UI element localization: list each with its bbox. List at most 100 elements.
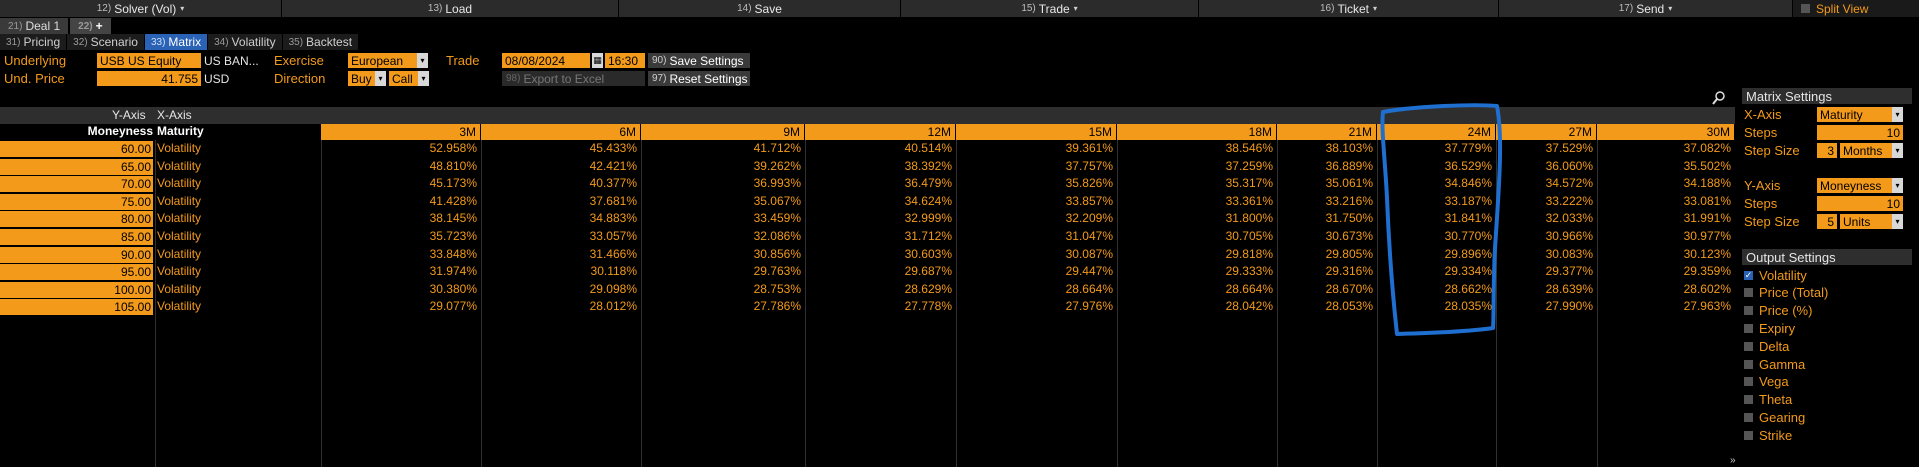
matrix-value-cell[interactable]: 28.670% (1325, 281, 1373, 296)
moneyness-cell[interactable]: 95.00 (0, 264, 153, 281)
moneyness-cell[interactable]: 105.00 (0, 299, 153, 316)
matrix-value-cell[interactable]: 33.222% (1545, 193, 1593, 208)
chevron-down-icon[interactable]: ▾ (1892, 107, 1903, 122)
output-option[interactable]: Gearing (1744, 409, 1805, 425)
output-option[interactable]: Strike (1744, 427, 1792, 443)
matrix-value-cell[interactable]: 45.173% (429, 176, 477, 191)
matrix-value-cell[interactable]: 40.514% (904, 141, 952, 155)
matrix-value-cell[interactable]: 35.317% (1225, 176, 1273, 191)
matrix-value-cell[interactable]: 36.993% (753, 176, 801, 191)
matrix-value-cell[interactable]: 38.145% (429, 211, 477, 226)
matrix-value-cell[interactable]: 36.479% (904, 176, 952, 191)
matrix-value-cell[interactable]: 29.077% (429, 299, 477, 314)
matrix-value-cell[interactable]: 30.380% (429, 281, 477, 296)
matrix-value-cell[interactable]: 31.047% (1065, 229, 1113, 243)
underlying-input[interactable]: USB US Equity (97, 53, 201, 68)
chevron-down-icon[interactable]: ▾ (1892, 178, 1903, 193)
checkbox-icon[interactable] (1801, 4, 1810, 13)
matrix-value-cell[interactable]: 39.361% (1065, 141, 1113, 155)
matrix-value-cell[interactable]: 38.392% (904, 158, 952, 173)
moneyness-cell[interactable]: 100.00 (0, 281, 153, 298)
y-axis-dropdown[interactable]: Moneyness ▾ (1817, 178, 1903, 193)
matrix-value-cell[interactable]: 27.963% (1683, 299, 1731, 314)
matrix-value-cell[interactable]: 33.459% (753, 211, 801, 226)
output-option[interactable]: Delta (1744, 338, 1789, 354)
solver-button[interactable]: 12) Solver (Vol) ▾ (0, 0, 282, 17)
matrix-value-cell[interactable]: 28.662% (1444, 281, 1492, 296)
matrix-value-cell[interactable]: 40.377% (589, 176, 637, 191)
output-option[interactable]: ✓ Volatility (1744, 267, 1807, 283)
matrix-value-cell[interactable]: 28.042% (1225, 299, 1273, 314)
matrix-value-cell[interactable]: 33.848% (429, 246, 477, 261)
matrix-value-cell[interactable]: 33.216% (1325, 193, 1373, 208)
matrix-value-cell[interactable]: 38.103% (1325, 141, 1373, 155)
matrix-value-cell[interactable]: 30.603% (904, 246, 952, 261)
matrix-value-cell[interactable]: 36.529% (1444, 158, 1492, 173)
chevron-down-icon[interactable]: ▾ (1892, 143, 1903, 158)
chevron-down-icon[interactable]: ▾ (375, 71, 386, 86)
matrix-value-cell[interactable]: 31.750% (1325, 211, 1373, 226)
matrix-value-cell[interactable]: 31.991% (1683, 211, 1731, 226)
x-step-unit-dropdown[interactable]: Months ▾ (1840, 143, 1903, 158)
matrix-value-cell[interactable]: 33.187% (1444, 193, 1492, 208)
trade-date-input[interactable]: 08/08/2024 (502, 53, 590, 68)
matrix-value-cell[interactable]: 28.602% (1683, 281, 1731, 296)
matrix-value-cell[interactable]: 29.334% (1444, 264, 1492, 279)
checkbox-icon[interactable] (1744, 395, 1753, 405)
matrix-value-cell[interactable]: 30.673% (1325, 229, 1373, 243)
matrix-value-cell[interactable]: 29.333% (1225, 264, 1273, 279)
matrix-value-cell[interactable]: 29.805% (1325, 246, 1373, 261)
matrix-value-cell[interactable]: 32.999% (904, 211, 952, 226)
output-option[interactable]: Price (Total) (1744, 285, 1828, 301)
load-button[interactable]: 13) Load (282, 0, 619, 17)
matrix-value-cell[interactable]: 33.081% (1683, 193, 1731, 208)
matrix-value-cell[interactable]: 52.958% (429, 141, 477, 155)
checkbox-icon[interactable]: ✓ (1744, 269, 1753, 280)
matrix-value-cell[interactable]: 30.705% (1225, 229, 1273, 243)
matrix-value-cell[interactable]: 28.753% (753, 281, 801, 296)
matrix-value-cell[interactable]: 28.053% (1325, 299, 1373, 314)
matrix-value-cell[interactable]: 30.123% (1683, 246, 1731, 261)
checkbox-icon[interactable] (1744, 412, 1753, 422)
matrix-value-cell[interactable]: 34.624% (904, 193, 952, 208)
tab-matrix[interactable]: 33) Matrix (144, 34, 208, 50)
matrix-value-cell[interactable]: 32.033% (1545, 211, 1593, 226)
matrix-value-cell[interactable]: 30.977% (1683, 229, 1731, 243)
und-price-input[interactable]: 41.755 (97, 71, 201, 86)
matrix-value-cell[interactable]: 33.057% (589, 229, 637, 243)
matrix-value-cell[interactable]: 35.826% (1065, 176, 1113, 191)
matrix-value-cell[interactable]: 30.083% (1545, 246, 1593, 261)
checkbox-icon[interactable] (1744, 323, 1753, 333)
ticket-button[interactable]: 16) Ticket ▾ (1199, 0, 1499, 17)
matrix-value-cell[interactable]: 36.889% (1325, 158, 1373, 173)
matrix-value-cell[interactable]: 28.035% (1444, 299, 1492, 314)
x-steps-input[interactable]: 10 (1817, 125, 1903, 140)
matrix-value-cell[interactable]: 28.629% (904, 281, 952, 296)
matrix-value-cell[interactable]: 37.529% (1545, 141, 1593, 155)
reset-settings-button[interactable]: 97) Reset Settings (648, 71, 750, 86)
matrix-value-cell[interactable]: 29.316% (1325, 264, 1373, 279)
matrix-value-cell[interactable]: 28.664% (1065, 281, 1113, 296)
trade-button[interactable]: 15) Trade ▾ (901, 0, 1199, 17)
matrix-value-cell[interactable]: 35.061% (1325, 176, 1373, 191)
matrix-value-cell[interactable]: 48.810% (429, 158, 477, 173)
matrix-value-cell[interactable]: 41.712% (753, 141, 801, 155)
matrix-value-cell[interactable]: 31.712% (904, 229, 952, 243)
x-axis-dropdown[interactable]: Maturity ▾ (1817, 107, 1903, 122)
matrix-value-cell[interactable]: 31.466% (589, 246, 637, 261)
output-option[interactable]: Vega (1744, 374, 1789, 390)
matrix-value-cell[interactable]: 30.118% (590, 264, 637, 279)
matrix-value-cell[interactable]: 29.763% (753, 264, 801, 279)
matrix-value-cell[interactable]: 35.067% (753, 193, 801, 208)
add-deal-tab[interactable]: 22) + (70, 18, 111, 34)
checkbox-icon[interactable] (1744, 288, 1753, 298)
matrix-value-cell[interactable]: 39.262% (753, 158, 801, 173)
matrix-value-cell[interactable]: 34.883% (589, 211, 637, 226)
y-step-unit-dropdown[interactable]: Units ▾ (1840, 214, 1903, 229)
exercise-dropdown[interactable]: European ▾ (348, 53, 428, 68)
moneyness-cell[interactable]: 90.00 (0, 246, 153, 263)
moneyness-cell[interactable]: 75.00 (0, 193, 153, 210)
chevron-down-icon[interactable]: ▾ (417, 53, 428, 68)
moneyness-cell[interactable]: 60.00 (0, 141, 153, 157)
tab-scenario[interactable]: 32) Scenario (67, 34, 144, 50)
